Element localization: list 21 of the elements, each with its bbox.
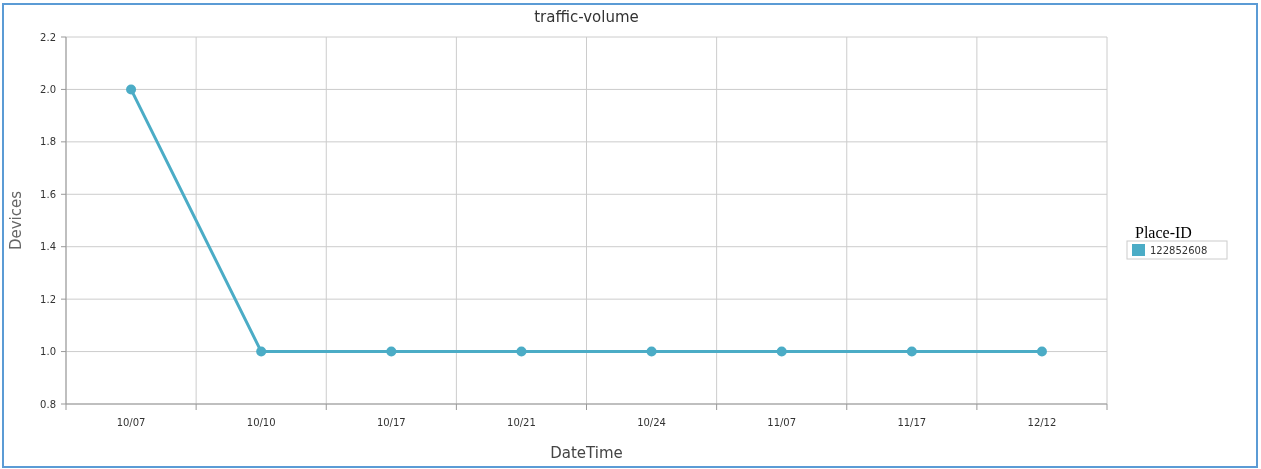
x-axis-title: DateTime bbox=[550, 444, 623, 462]
x-tick-label: 10/17 bbox=[376, 417, 406, 428]
y-tick-label: 2.2 bbox=[40, 31, 56, 43]
y-tick-label: 0.8 bbox=[40, 398, 56, 410]
y-tick-label: 1.6 bbox=[40, 188, 56, 200]
x-tick-label: 11/17 bbox=[897, 417, 927, 428]
y-tick-label: 2.0 bbox=[40, 83, 56, 95]
y-tick-label: 1.2 bbox=[40, 293, 56, 305]
x-tick-label: 10/10 bbox=[246, 417, 276, 428]
legend-label: 122852608 bbox=[1150, 245, 1208, 256]
x-tick-label: 10/07 bbox=[116, 417, 146, 428]
y-axis-title: Devices bbox=[7, 190, 25, 251]
x-tick-label: 12/12 bbox=[1027, 417, 1057, 428]
x-tick-label: 10/24 bbox=[637, 417, 666, 428]
legend-title: Place-ID bbox=[1135, 224, 1192, 241]
chart-title: traffic-volume bbox=[534, 8, 639, 26]
x-tick-label: 11/07 bbox=[767, 417, 797, 428]
x-tick-label: 10/21 bbox=[507, 417, 536, 428]
y-tick-label: 1.4 bbox=[40, 241, 56, 253]
y-tick-label: 1.8 bbox=[40, 136, 56, 148]
y-tick-label: 1.0 bbox=[40, 346, 56, 358]
